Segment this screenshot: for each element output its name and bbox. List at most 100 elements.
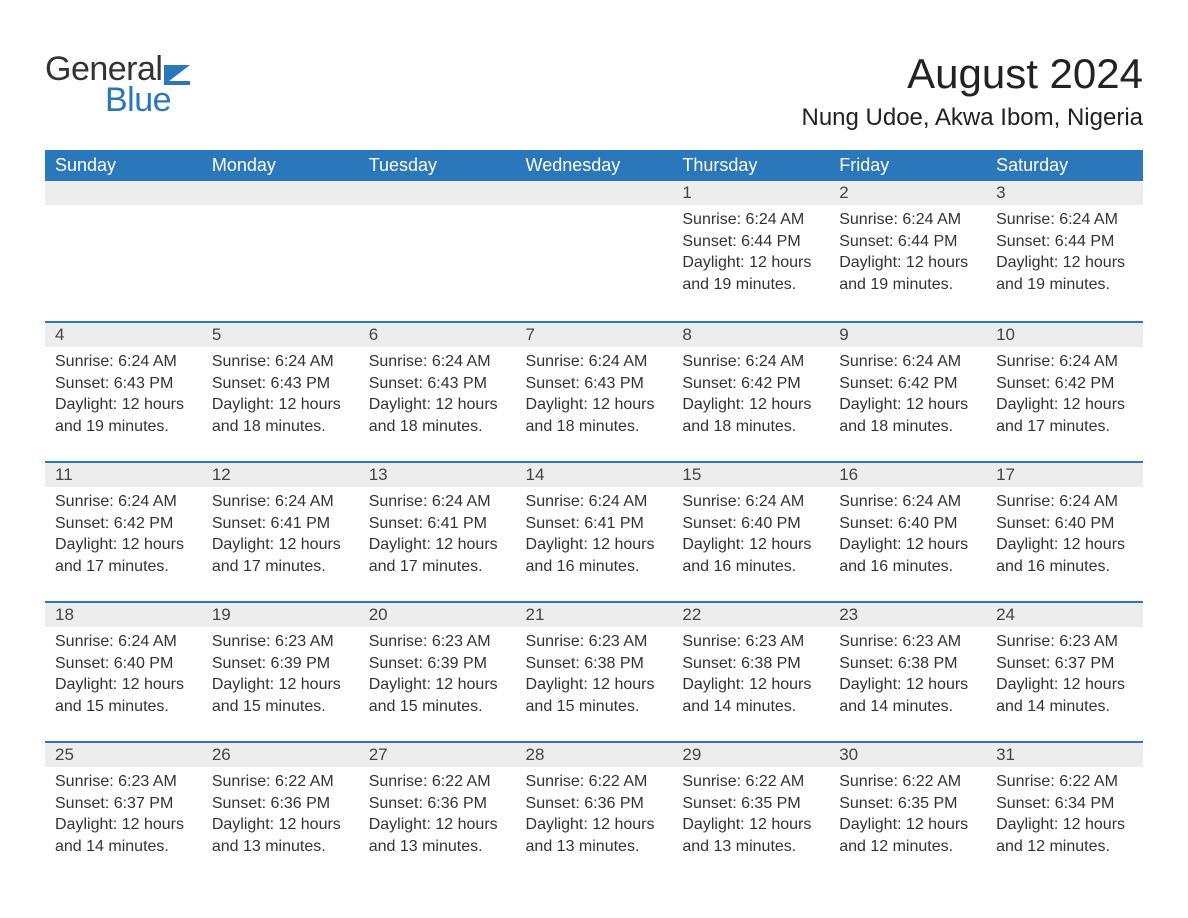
- sunrise-line: Sunrise: 6:24 AM: [55, 631, 192, 653]
- day-details: Sunrise: 6:24 AMSunset: 6:41 PMDaylight:…: [359, 487, 516, 583]
- calendar-empty-cell: [45, 181, 202, 321]
- day-header-thursday: Thursday: [672, 150, 829, 181]
- brand-triangle-icon: [164, 65, 190, 85]
- sunset-line: Sunset: 6:40 PM: [682, 513, 819, 535]
- sunset-line: Sunset: 6:37 PM: [55, 793, 192, 815]
- daylight-line: Daylight: 12 hours and 18 minutes.: [369, 394, 506, 437]
- sunrise-line: Sunrise: 6:23 AM: [996, 631, 1133, 653]
- sunrise-line: Sunrise: 6:22 AM: [526, 771, 663, 793]
- day-header-monday: Monday: [202, 150, 359, 181]
- calendar-day-cell: 31Sunrise: 6:22 AMSunset: 6:34 PMDayligh…: [986, 741, 1143, 881]
- day-details: Sunrise: 6:23 AMSunset: 6:37 PMDaylight:…: [45, 767, 202, 863]
- day-number: 17: [986, 461, 1143, 487]
- sunset-line: Sunset: 6:43 PM: [55, 373, 192, 395]
- day-number: 30: [829, 741, 986, 767]
- day-header-friday: Friday: [829, 150, 986, 181]
- calendar-day-cell: 28Sunrise: 6:22 AMSunset: 6:36 PMDayligh…: [516, 741, 673, 881]
- day-details: Sunrise: 6:24 AMSunset: 6:42 PMDaylight:…: [672, 347, 829, 443]
- sunrise-line: Sunrise: 6:22 AM: [212, 771, 349, 793]
- heading-block: August 2024 Nung Udoe, Akwa Ibom, Nigeri…: [801, 50, 1143, 132]
- sunset-line: Sunset: 6:41 PM: [526, 513, 663, 535]
- day-number: 2: [829, 181, 986, 205]
- sunset-line: Sunset: 6:41 PM: [212, 513, 349, 535]
- sunset-line: Sunset: 6:35 PM: [682, 793, 819, 815]
- calendar-day-cell: 26Sunrise: 6:22 AMSunset: 6:36 PMDayligh…: [202, 741, 359, 881]
- daylight-line: Daylight: 12 hours and 13 minutes.: [682, 814, 819, 857]
- daylight-line: Daylight: 12 hours and 17 minutes.: [996, 394, 1133, 437]
- calendar-week-row: 4Sunrise: 6:24 AMSunset: 6:43 PMDaylight…: [45, 321, 1143, 461]
- day-number: 5: [202, 321, 359, 347]
- sunrise-line: Sunrise: 6:22 AM: [682, 771, 819, 793]
- sunset-line: Sunset: 6:35 PM: [839, 793, 976, 815]
- calendar-table: SundayMondayTuesdayWednesdayThursdayFrid…: [45, 150, 1143, 881]
- sunset-line: Sunset: 6:38 PM: [682, 653, 819, 675]
- daylight-line: Daylight: 12 hours and 14 minutes.: [839, 674, 976, 717]
- daylight-line: Daylight: 12 hours and 18 minutes.: [526, 394, 663, 437]
- day-number: 4: [45, 321, 202, 347]
- sunset-line: Sunset: 6:42 PM: [839, 373, 976, 395]
- daylight-line: Daylight: 12 hours and 15 minutes.: [212, 674, 349, 717]
- day-header-tuesday: Tuesday: [359, 150, 516, 181]
- day-details: Sunrise: 6:24 AMSunset: 6:42 PMDaylight:…: [986, 347, 1143, 443]
- calendar-day-cell: 3Sunrise: 6:24 AMSunset: 6:44 PMDaylight…: [986, 181, 1143, 321]
- sunrise-line: Sunrise: 6:24 AM: [996, 209, 1133, 231]
- daylight-line: Daylight: 12 hours and 14 minutes.: [682, 674, 819, 717]
- day-details: Sunrise: 6:23 AMSunset: 6:38 PMDaylight:…: [829, 627, 986, 723]
- day-details: Sunrise: 6:24 AMSunset: 6:43 PMDaylight:…: [202, 347, 359, 443]
- daylight-line: Daylight: 12 hours and 19 minutes.: [996, 252, 1133, 295]
- sunset-line: Sunset: 6:38 PM: [526, 653, 663, 675]
- day-number: 23: [829, 601, 986, 627]
- calendar-day-cell: 23Sunrise: 6:23 AMSunset: 6:38 PMDayligh…: [829, 601, 986, 741]
- calendar-week-row: 25Sunrise: 6:23 AMSunset: 6:37 PMDayligh…: [45, 741, 1143, 881]
- brand-logo: General Blue: [45, 50, 190, 120]
- calendar-empty-cell: [202, 181, 359, 321]
- month-title: August 2024: [801, 50, 1143, 98]
- calendar-day-cell: 10Sunrise: 6:24 AMSunset: 6:42 PMDayligh…: [986, 321, 1143, 461]
- daylight-line: Daylight: 12 hours and 18 minutes.: [682, 394, 819, 437]
- day-details: Sunrise: 6:24 AMSunset: 6:42 PMDaylight:…: [829, 347, 986, 443]
- daylight-line: Daylight: 12 hours and 19 minutes.: [839, 252, 976, 295]
- day-number: 10: [986, 321, 1143, 347]
- day-details: Sunrise: 6:22 AMSunset: 6:36 PMDaylight:…: [359, 767, 516, 863]
- sunset-line: Sunset: 6:43 PM: [526, 373, 663, 395]
- sunrise-line: Sunrise: 6:24 AM: [526, 351, 663, 373]
- sunset-line: Sunset: 6:43 PM: [212, 373, 349, 395]
- calendar-week-row: 18Sunrise: 6:24 AMSunset: 6:40 PMDayligh…: [45, 601, 1143, 741]
- day-number: 3: [986, 181, 1143, 205]
- calendar-day-cell: 24Sunrise: 6:23 AMSunset: 6:37 PMDayligh…: [986, 601, 1143, 741]
- calendar-day-cell: 15Sunrise: 6:24 AMSunset: 6:40 PMDayligh…: [672, 461, 829, 601]
- daylight-line: Daylight: 12 hours and 17 minutes.: [369, 534, 506, 577]
- sunrise-line: Sunrise: 6:24 AM: [212, 351, 349, 373]
- sunrise-line: Sunrise: 6:23 AM: [682, 631, 819, 653]
- daylight-line: Daylight: 12 hours and 14 minutes.: [55, 814, 192, 857]
- sunset-line: Sunset: 6:38 PM: [839, 653, 976, 675]
- daylight-line: Daylight: 12 hours and 14 minutes.: [996, 674, 1133, 717]
- sunrise-line: Sunrise: 6:24 AM: [682, 491, 819, 513]
- day-details: Sunrise: 6:23 AMSunset: 6:39 PMDaylight:…: [202, 627, 359, 723]
- day-details: Sunrise: 6:24 AMSunset: 6:41 PMDaylight:…: [516, 487, 673, 583]
- day-number: 19: [202, 601, 359, 627]
- day-details: Sunrise: 6:24 AMSunset: 6:44 PMDaylight:…: [829, 205, 986, 301]
- daylight-line: Daylight: 12 hours and 17 minutes.: [212, 534, 349, 577]
- sunrise-line: Sunrise: 6:23 AM: [839, 631, 976, 653]
- sunset-line: Sunset: 6:42 PM: [55, 513, 192, 535]
- day-details: Sunrise: 6:24 AMSunset: 6:40 PMDaylight:…: [672, 487, 829, 583]
- calendar-day-cell: 16Sunrise: 6:24 AMSunset: 6:40 PMDayligh…: [829, 461, 986, 601]
- calendar-body: 1Sunrise: 6:24 AMSunset: 6:44 PMDaylight…: [45, 181, 1143, 881]
- calendar-empty-cell: [516, 181, 673, 321]
- sunrise-line: Sunrise: 6:22 AM: [369, 771, 506, 793]
- sunset-line: Sunset: 6:43 PM: [369, 373, 506, 395]
- calendar-day-cell: 22Sunrise: 6:23 AMSunset: 6:38 PMDayligh…: [672, 601, 829, 741]
- calendar-day-cell: 17Sunrise: 6:24 AMSunset: 6:40 PMDayligh…: [986, 461, 1143, 601]
- daylight-line: Daylight: 12 hours and 18 minutes.: [212, 394, 349, 437]
- day-details: Sunrise: 6:24 AMSunset: 6:42 PMDaylight:…: [45, 487, 202, 583]
- calendar-day-cell: 2Sunrise: 6:24 AMSunset: 6:44 PMDaylight…: [829, 181, 986, 321]
- calendar-day-cell: 7Sunrise: 6:24 AMSunset: 6:43 PMDaylight…: [516, 321, 673, 461]
- sunset-line: Sunset: 6:42 PM: [682, 373, 819, 395]
- sunset-line: Sunset: 6:39 PM: [369, 653, 506, 675]
- day-details: Sunrise: 6:22 AMSunset: 6:36 PMDaylight:…: [516, 767, 673, 863]
- day-number: 20: [359, 601, 516, 627]
- days-of-week-row: SundayMondayTuesdayWednesdayThursdayFrid…: [45, 150, 1143, 181]
- daylight-line: Daylight: 12 hours and 15 minutes.: [526, 674, 663, 717]
- day-number: 26: [202, 741, 359, 767]
